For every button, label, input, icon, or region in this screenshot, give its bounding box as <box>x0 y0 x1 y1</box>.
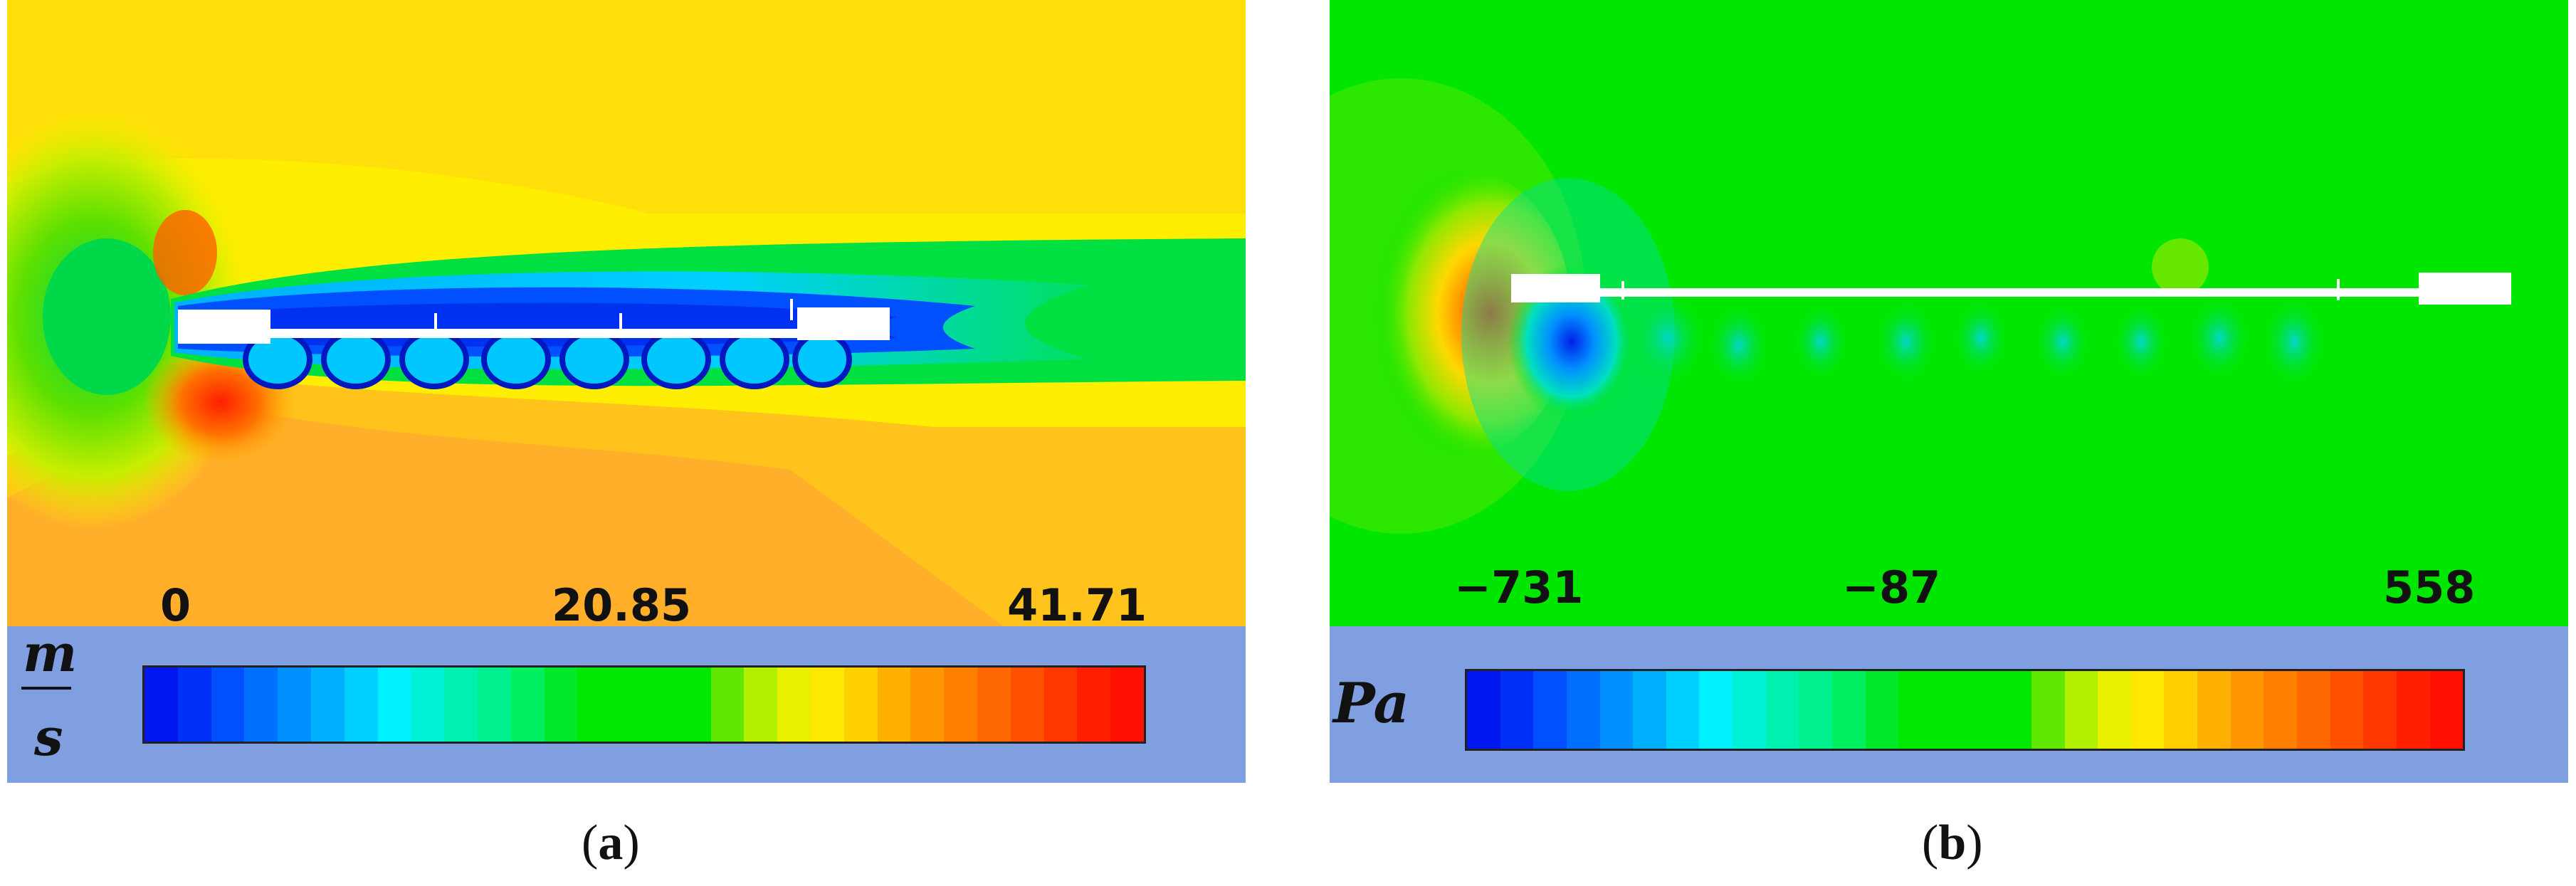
colorbar-swatch <box>1110 668 1144 742</box>
pressure-tick-mid: −87 <box>1842 561 1941 613</box>
colorbar-swatch <box>310 668 345 742</box>
colorbar-swatch <box>2429 671 2464 749</box>
colorbar-swatch <box>977 668 1011 742</box>
velocity-tick-min: 0 <box>160 579 191 631</box>
pressure-tick-max: 558 <box>2383 561 2476 613</box>
colorbar-swatch <box>777 668 811 742</box>
colorbar-swatch <box>1699 671 1733 749</box>
colorbar-swatch <box>344 668 378 742</box>
colorbar-swatch <box>144 668 178 742</box>
colorbar-swatch <box>643 668 678 742</box>
pressure-wake-cells <box>1629 238 2326 388</box>
colorbar-swatch <box>2230 671 2264 749</box>
pressure-colorbar <box>1465 669 2465 751</box>
colorbar-swatch <box>1500 671 1534 749</box>
colorbar-swatch <box>611 668 644 742</box>
colorbar-swatch <box>710 668 745 742</box>
colorbar-swatch <box>944 668 977 742</box>
pressure-tick-min: −731 <box>1454 561 1584 613</box>
colorbar-swatch <box>1898 671 1932 749</box>
colorbar-swatch <box>1010 668 1044 742</box>
colorbar-swatch <box>2363 671 2397 749</box>
colorbar-swatch <box>2130 671 2165 749</box>
colorbar-swatch <box>2197 671 2231 749</box>
colorbar-swatch <box>843 668 878 742</box>
velocity-unit-numerator: m <box>23 623 78 683</box>
colorbar-swatch <box>744 668 778 742</box>
colorbar-swatch <box>1467 671 1500 749</box>
colorbar-swatch <box>1931 671 1965 749</box>
colorbar-swatch <box>1765 671 1799 749</box>
colorbar-swatch <box>211 668 245 742</box>
velocity-unit-fraction-line <box>21 687 71 690</box>
vortex-cells <box>243 329 852 389</box>
colorbar-swatch <box>444 668 478 742</box>
caption-b-letter: b <box>1938 816 1967 870</box>
colorbar-swatch <box>177 668 211 742</box>
caption-a-letter: a <box>598 816 624 870</box>
colorbar-swatch <box>2031 671 2065 749</box>
colorbar-swatch <box>1965 671 1999 749</box>
colorbar-swatch <box>1865 671 1899 749</box>
colorbar-swatch <box>1566 671 1600 749</box>
colorbar-swatch <box>1998 671 2031 749</box>
colorbar-swatch <box>2330 671 2364 749</box>
colorbar-swatch <box>910 668 945 742</box>
colorbar-swatch <box>477 668 511 742</box>
colorbar-swatch <box>278 668 311 742</box>
colorbar-swatch <box>810 668 844 742</box>
colorbar-swatch <box>2164 671 2198 749</box>
colorbar-swatch <box>2264 671 2298 749</box>
velocity-unit-denominator: s <box>34 707 63 767</box>
colorbar-swatch <box>1799 671 1833 749</box>
colorbar-swatch <box>1599 671 1634 749</box>
colorbar-swatch <box>577 668 611 742</box>
colorbar-swatch <box>1043 668 1078 742</box>
colorbar-swatch <box>411 668 445 742</box>
pressure-unit-label: Pa <box>1333 671 1410 736</box>
pressure-contour-panel: −731 −87 558 Pa <box>1330 0 2568 783</box>
colorbar-swatch <box>377 668 411 742</box>
velocity-tick-max: 41.71 <box>1007 579 1147 631</box>
velocity-contour-field <box>7 0 1246 626</box>
colorbar-swatch <box>1077 668 1111 742</box>
caption-b: (b) <box>1922 816 1983 870</box>
plate-structure <box>1511 273 2511 305</box>
caption-a: (a) <box>582 816 640 870</box>
colorbar-swatch <box>510 668 545 742</box>
colorbar-swatch <box>1533 671 1567 749</box>
plate-structure <box>178 299 890 344</box>
colorbar-swatch <box>2396 671 2430 749</box>
colorbar-swatch <box>1633 671 1666 749</box>
colorbar-swatch <box>677 668 711 742</box>
colorbar-swatch <box>2098 671 2131 749</box>
colorbar-swatch <box>877 668 911 742</box>
pressure-contour-field <box>1330 0 2568 626</box>
colorbar-swatch <box>2297 671 2330 749</box>
colorbar-swatch <box>2064 671 2098 749</box>
velocity-contour-panel: 0 20.85 41.71 m s <box>7 0 1246 783</box>
colorbar-swatch <box>544 668 578 742</box>
velocity-tick-mid: 20.85 <box>552 579 692 631</box>
colorbar-swatch <box>1666 671 1700 749</box>
velocity-colorbar <box>142 665 1146 744</box>
colorbar-swatch <box>1832 671 1866 749</box>
colorbar-swatch <box>1733 671 1766 749</box>
colorbar-swatch <box>244 668 278 742</box>
